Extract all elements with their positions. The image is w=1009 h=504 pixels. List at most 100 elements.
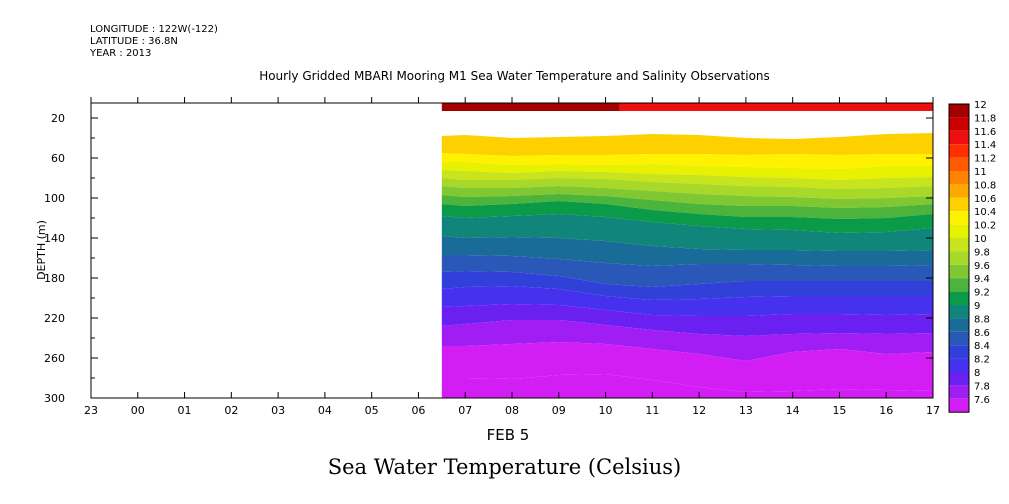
- colorbar-swatch: [949, 385, 969, 399]
- x-tick-label: 09: [552, 404, 566, 417]
- colorbar-label: 10.4: [974, 207, 996, 218]
- contour-band-8.8: [441, 236, 933, 266]
- surface-temperature-bins: [441, 103, 933, 111]
- colorbar-swatch: [949, 130, 969, 145]
- x-axis-title: Sea Water Temperature (Celsius): [327, 455, 682, 479]
- contour-band-9.4: [441, 194, 933, 219]
- x-tick-label: 15: [832, 404, 846, 417]
- x-axis: 23 00 01 02 03 04 05 06 07 08 09 10 11 12 13 14 15 16 17: [84, 97, 940, 417]
- contour-band-10.4: [441, 153, 933, 169]
- colorbar-swatch: [949, 157, 969, 171]
- colorbar-swatch: [949, 184, 969, 198]
- colorbar-swatch: [949, 171, 969, 185]
- contour-band-8.6: [441, 255, 933, 287]
- x-tick-label: 11: [645, 404, 659, 417]
- colorbar-swatch: [949, 117, 969, 131]
- colorbar-label: 11: [974, 167, 987, 178]
- x-tick-label: 16: [879, 404, 893, 417]
- y-tick-label: 180: [44, 272, 65, 285]
- y-tick-label: 20: [51, 112, 65, 125]
- plot-metadata: LONGITUDE : 122W(-122) LATITUDE : 36.8N …: [90, 24, 218, 60]
- y-tick-label: 100: [44, 192, 65, 205]
- colorbar-frame: [948, 103, 970, 413]
- colorbar-swatch: [949, 291, 969, 305]
- contour-band-9.8: [441, 178, 933, 199]
- y-axis-label: DEPTH (m): [35, 220, 48, 280]
- colorbar-swatch: [949, 197, 969, 212]
- contour-band-10.2: [441, 162, 933, 180]
- colorbar-label: 9.4: [974, 274, 990, 285]
- colorbar-swatch: [949, 264, 969, 279]
- colorbar-label: 11.6: [974, 127, 996, 138]
- x-date-label: FEB 5: [487, 426, 530, 444]
- colorbar-swatch: [949, 398, 969, 413]
- colorbar-label: 11.4: [974, 140, 996, 151]
- colorbar-label: 10.8: [974, 180, 996, 191]
- colorbar-swatch: [949, 211, 969, 225]
- contour-band-10: [441, 170, 933, 189]
- colorbar-label: 12: [974, 100, 987, 111]
- x-tick-label: 12: [692, 404, 706, 417]
- colorbar-label: 9.2: [974, 288, 990, 299]
- x-tick-label: 07: [458, 404, 472, 417]
- colorbar-swatch: [949, 372, 969, 386]
- surface-bin-1: [619, 103, 933, 111]
- colorbar-label: 10.2: [974, 221, 996, 232]
- surface-bin-0: [441, 103, 620, 111]
- colorbar-legend: 12 11.8 11.6 11.4 11.2 11 10.8 10.6 10.4 10.2 10 9.…: [948, 100, 996, 413]
- colorbar-label: 10.6: [974, 194, 996, 205]
- year-label: YEAR : 2013: [90, 48, 152, 59]
- colorbar-swatch: [949, 318, 969, 332]
- colorbar-label: 8: [974, 368, 980, 379]
- x-tick-label: 08: [505, 404, 519, 417]
- colorbar-label: 8.2: [974, 355, 990, 366]
- colorbar-swatch: [949, 238, 969, 252]
- colorbar-swatch: [949, 345, 969, 359]
- colorbar-label: 7.6: [974, 395, 990, 406]
- x-tick-label: 03: [271, 404, 285, 417]
- colorbar-label: 8.8: [974, 314, 990, 325]
- colorbar-swatch: [949, 251, 969, 265]
- colorbar-swatch: [949, 358, 969, 372]
- colorbar-label: 9.6: [974, 261, 990, 272]
- x-tick-label: 06: [411, 404, 425, 417]
- colorbar-label: 7.8: [974, 381, 990, 392]
- colorbar-label: 9: [974, 301, 980, 312]
- x-tick-label: 05: [365, 404, 379, 417]
- x-tick-label: 00: [131, 404, 145, 417]
- y-tick-label: 140: [44, 232, 65, 245]
- colorbar-swatch: [949, 278, 969, 292]
- colorbar-label: 8.4: [974, 341, 990, 352]
- colorbar-label: 11.8: [974, 113, 996, 124]
- contour-band-8.2: [441, 286, 933, 316]
- longitude-label: LONGITUDE : 122W(-122): [90, 24, 218, 35]
- x-tick-label: 02: [224, 404, 238, 417]
- colorbar-swatch: [949, 224, 969, 238]
- x-tick-label: 14: [786, 404, 800, 417]
- x-tick-label: 10: [599, 404, 613, 417]
- colorbar-label: 11.2: [974, 154, 996, 165]
- contour-band-9.2: [441, 201, 933, 233]
- colorbar-label: 9.8: [974, 247, 990, 258]
- contour-band-9.6: [441, 186, 933, 208]
- contour-band-7.6: [441, 342, 933, 392]
- y-tick-label: 260: [44, 352, 65, 365]
- x-tick-label: 13: [739, 404, 753, 417]
- colorbar-swatch: [949, 144, 969, 158]
- x-tick-label: 23: [84, 404, 98, 417]
- contour-band-8: [441, 304, 933, 336]
- y-axis: 20 60 100 140 180 220 260 300: [44, 112, 933, 405]
- x-tick-label: 04: [318, 404, 332, 417]
- x-tick-label: 01: [178, 404, 192, 417]
- latitude-label: LATITUDE : 36.8N: [90, 36, 178, 47]
- colorbar-label: 10: [974, 234, 987, 245]
- contour-band-7.8: [441, 320, 933, 361]
- temperature-contour-fill: [441, 133, 933, 398]
- y-tick-label: 220: [44, 312, 65, 325]
- x-tick-label: 17: [926, 404, 940, 417]
- y-tick-label: 60: [51, 152, 65, 165]
- y-tick-label: 300: [44, 392, 65, 405]
- colorbar-label: 8.6: [974, 328, 990, 339]
- colorbar-swatch: [949, 331, 969, 346]
- contour-band-10.6: [441, 133, 933, 156]
